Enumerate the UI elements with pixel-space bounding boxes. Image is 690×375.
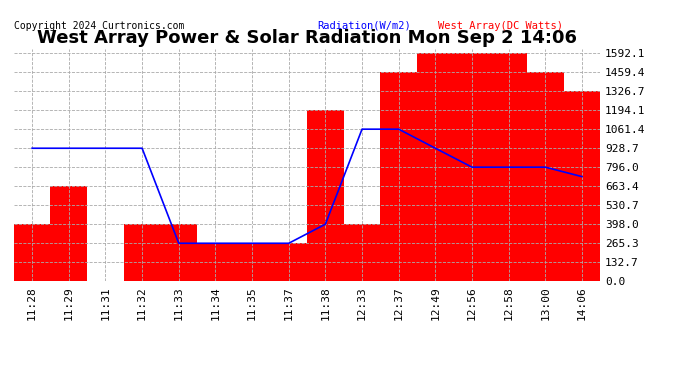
Bar <box>491 53 527 281</box>
Bar <box>50 186 87 281</box>
Bar <box>564 91 600 281</box>
Bar <box>234 243 270 281</box>
Text: Copyright 2024 Curtronics.com: Copyright 2024 Curtronics.com <box>14 21 184 31</box>
Text: West Array(DC Watts): West Array(DC Watts) <box>438 21 563 31</box>
Bar <box>454 53 491 281</box>
Text: Radiation(W/m2): Radiation(W/m2) <box>317 21 411 31</box>
Title: West Array Power & Solar Radiation Mon Sep 2 14:06: West Array Power & Solar Radiation Mon S… <box>37 29 577 47</box>
Bar <box>380 72 417 281</box>
Bar <box>307 110 344 281</box>
Bar <box>417 53 454 281</box>
Bar <box>527 72 564 281</box>
Bar <box>344 224 380 281</box>
Bar <box>124 224 160 281</box>
Bar <box>197 243 234 281</box>
Bar <box>270 243 307 281</box>
Bar <box>14 224 50 281</box>
Bar <box>160 224 197 281</box>
